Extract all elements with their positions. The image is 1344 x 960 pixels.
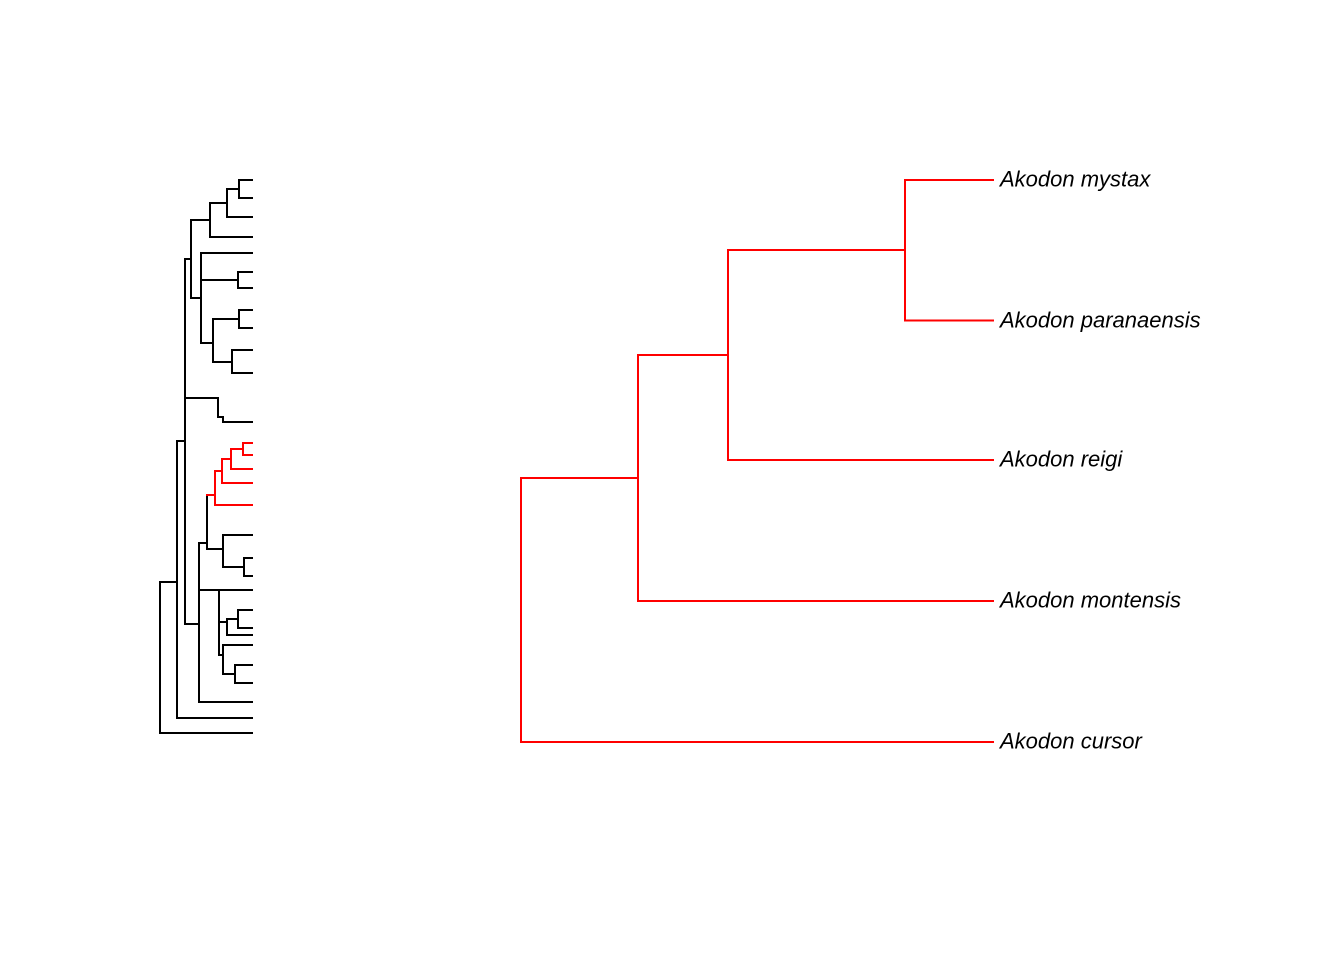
tip-label-akodon-montensis: Akodon montensis bbox=[1000, 587, 1181, 613]
tip-label-akodon-reigi: Akodon reigi bbox=[1000, 446, 1123, 472]
zoomed-subtree-branches bbox=[520, 179, 994, 743]
tip-label-akodon-paranaensis: Akodon paranaensis bbox=[1000, 307, 1201, 333]
overview-tree-highlighted-clade bbox=[206, 442, 253, 506]
tip-label-akodon-mystax: Akodon mystax bbox=[1000, 166, 1151, 192]
tip-label-akodon-cursor: Akodon cursor bbox=[1000, 728, 1142, 754]
overview-tree-black-branches bbox=[159, 179, 253, 734]
